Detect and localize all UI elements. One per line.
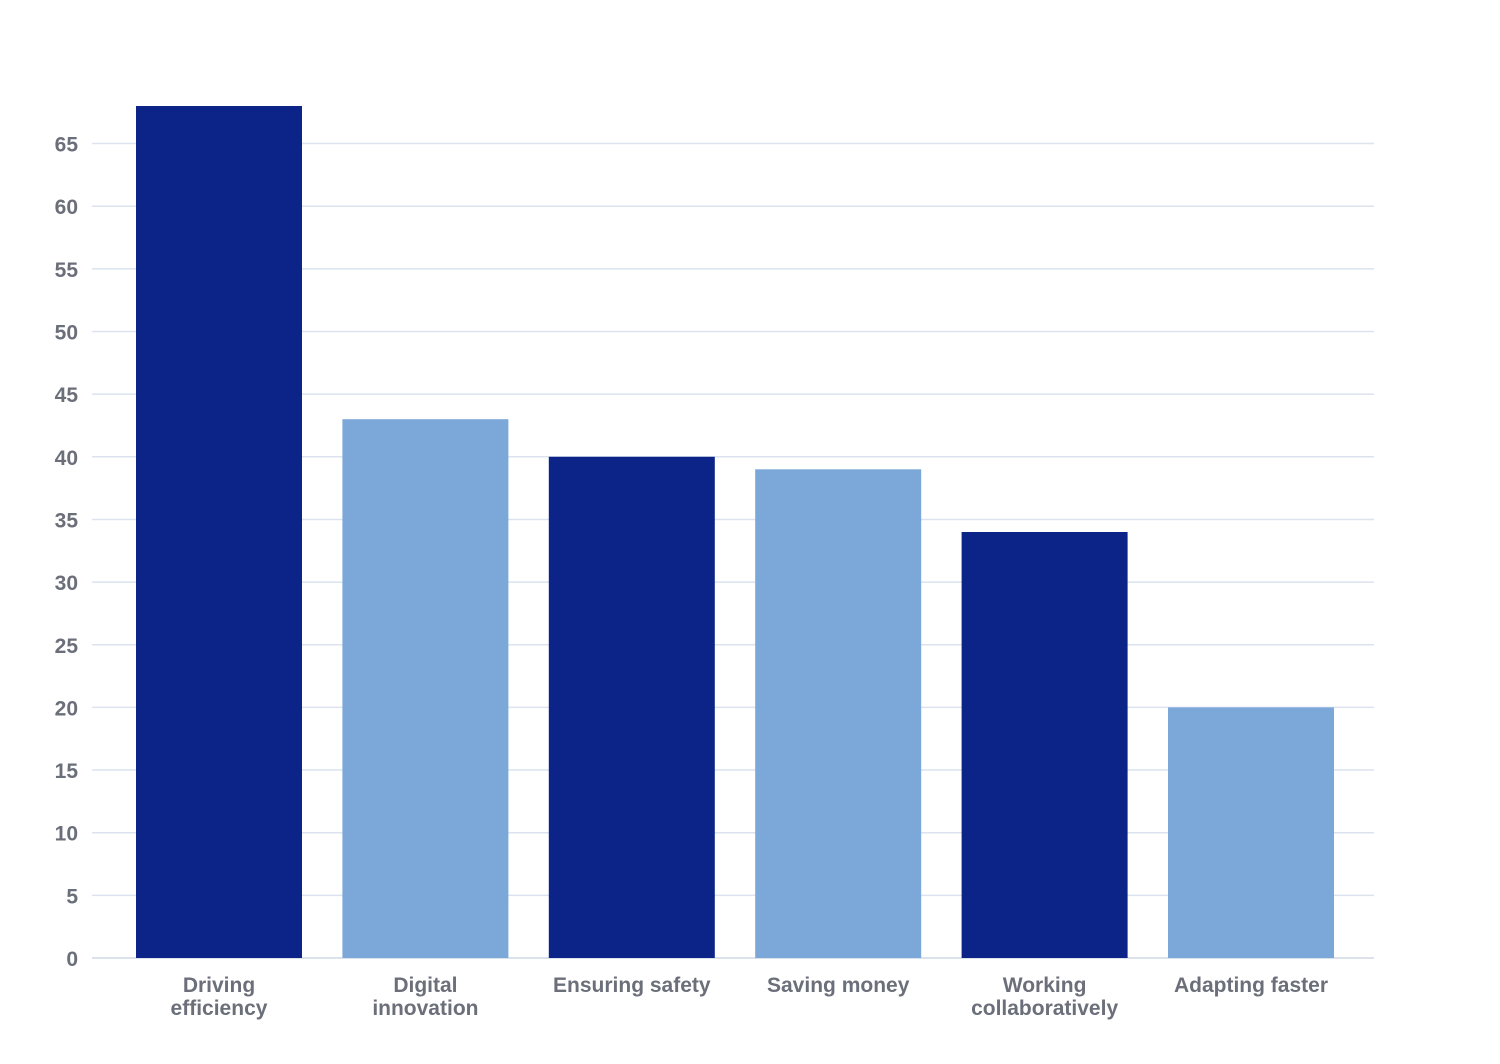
y-tick-label: 45 — [55, 384, 79, 407]
y-tick-label: 5 — [66, 885, 78, 908]
y-tick-label: 50 — [55, 322, 78, 345]
y-tick-label: 10 — [55, 823, 78, 846]
y-axis-ticks: 0 5 10 15 20 25 30 35 40 45 50 55 60 65 — [55, 134, 79, 971]
y-tick-label: 30 — [55, 572, 78, 595]
x-tick-label: Adapting faster — [1174, 974, 1328, 997]
gridlines — [92, 142, 1374, 959]
x-tick-label-line: Driving — [183, 974, 255, 997]
x-tick-label-line: efficiency — [171, 997, 268, 1020]
x-tick-label-line: collaboratively — [971, 997, 1118, 1020]
x-tick-label: Working collaboratively — [971, 974, 1118, 1020]
x-tick-label: Driving efficiency — [171, 974, 268, 1020]
y-tick-label: 20 — [55, 697, 78, 720]
bar — [342, 419, 509, 958]
y-tick-label: 40 — [55, 447, 78, 470]
y-tick-label: 0 — [66, 948, 78, 971]
y-tick-label: 55 — [55, 259, 79, 282]
x-tick-label-line: Adapting faster — [1174, 974, 1328, 997]
x-tick-label-line: Saving money — [767, 974, 910, 997]
bars — [136, 106, 1334, 958]
x-tick-label: Digital innovation — [372, 974, 478, 1020]
bar — [548, 456, 715, 958]
x-axis-labels: Driving efficiency Digital innovation Ensuri… — [171, 974, 1328, 1020]
y-tick-label: 65 — [55, 134, 79, 157]
x-tick-label-line: Digital — [393, 974, 457, 997]
y-tick-label: 35 — [55, 509, 79, 532]
y-tick-label: 25 — [55, 635, 79, 658]
bar — [1168, 707, 1334, 958]
bar — [961, 532, 1128, 958]
x-tick-label-line: Working — [1003, 974, 1087, 997]
y-tick-label: 60 — [55, 196, 78, 219]
x-tick-label: Ensuring safety — [553, 974, 711, 997]
y-tick-label: 15 — [55, 760, 79, 783]
bar — [136, 106, 302, 958]
x-tick-label-line: innovation — [372, 997, 478, 1020]
x-tick-label: Saving money — [767, 974, 910, 997]
bar — [755, 469, 922, 958]
x-tick-label-line: Ensuring safety — [553, 974, 711, 997]
